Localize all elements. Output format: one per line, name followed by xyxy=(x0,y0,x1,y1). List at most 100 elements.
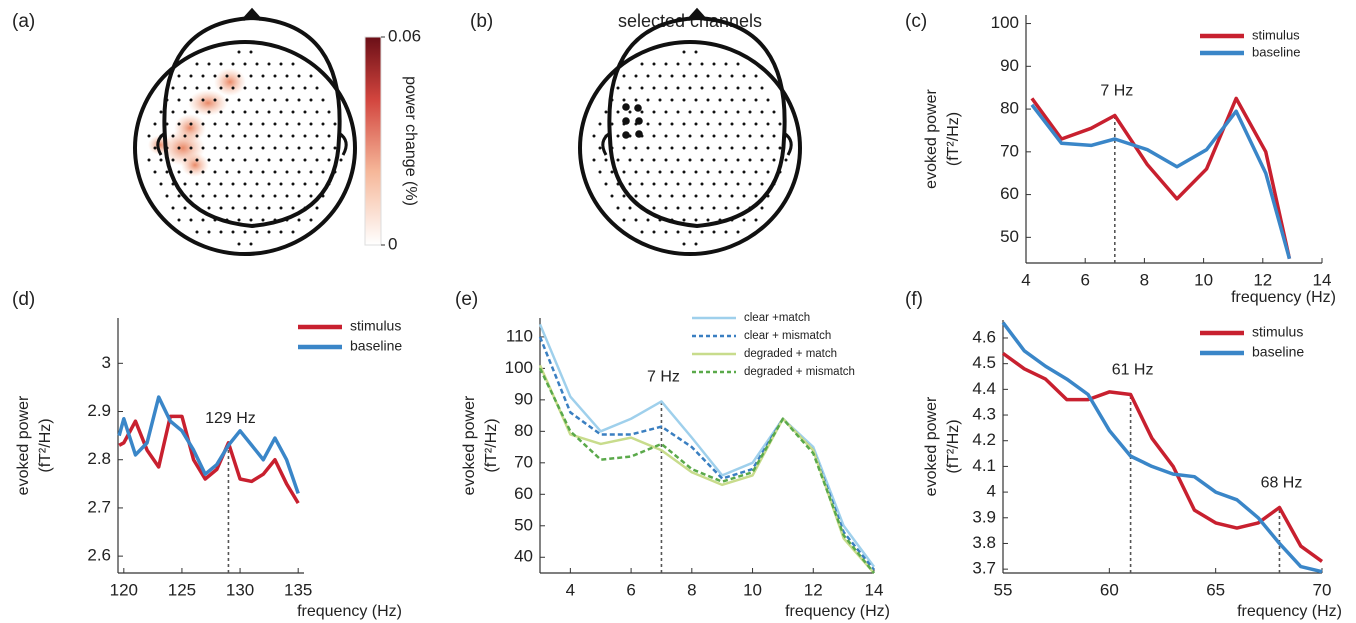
y-tick-label: 70 xyxy=(1000,141,1019,160)
sensor xyxy=(309,218,313,222)
sensor xyxy=(778,146,782,150)
sensor xyxy=(658,98,662,102)
y-tick-label: 110 xyxy=(506,326,533,345)
sensor xyxy=(622,194,626,198)
sensor xyxy=(754,170,758,174)
sensor xyxy=(279,182,283,186)
sensor xyxy=(243,182,247,186)
panel-label: (a) xyxy=(12,11,35,32)
sensor xyxy=(742,98,746,102)
y-axis-label: (fT²/Hz) xyxy=(37,418,54,472)
sensor xyxy=(273,194,277,198)
sensor xyxy=(640,158,644,162)
head-outline xyxy=(607,15,787,229)
sensor xyxy=(171,158,175,162)
x-axis-label: frequency (Hz) xyxy=(1231,289,1336,306)
y-axis-label: evoked power xyxy=(923,89,940,189)
series-line xyxy=(538,364,875,574)
sensor xyxy=(682,242,686,246)
sensor xyxy=(706,122,710,126)
sensor xyxy=(327,182,331,186)
sensor xyxy=(742,194,746,198)
sensor xyxy=(634,194,638,198)
head-outline xyxy=(162,15,342,229)
sensor xyxy=(165,194,169,198)
y-tick-label: 3 xyxy=(102,353,111,372)
sensor xyxy=(315,206,319,210)
sensor xyxy=(255,206,259,210)
sensor xyxy=(694,74,698,78)
sensor xyxy=(652,62,656,66)
sensor xyxy=(183,134,187,138)
sensor xyxy=(237,50,241,54)
sensor xyxy=(291,182,295,186)
sensor xyxy=(604,110,608,114)
sensor xyxy=(201,98,205,102)
sensor xyxy=(622,218,626,222)
sensor xyxy=(171,86,175,90)
legend-label: stimulus xyxy=(350,318,401,334)
sensor xyxy=(333,146,337,150)
y-tick-label: 80 xyxy=(514,421,533,440)
sensor xyxy=(598,122,602,126)
sensor xyxy=(183,206,187,210)
sensor xyxy=(664,206,668,210)
sensor xyxy=(754,122,758,126)
x-tick-label: 14 xyxy=(1313,270,1332,289)
series-line xyxy=(117,395,300,495)
sensor xyxy=(195,206,199,210)
sensor xyxy=(682,50,686,54)
sensor xyxy=(760,182,764,186)
y-tick-label: 4.4 xyxy=(972,379,996,398)
sensor xyxy=(652,206,656,210)
sensor xyxy=(231,230,235,234)
sensor xyxy=(622,170,626,174)
legend-label: baseline xyxy=(1252,344,1304,360)
sensor xyxy=(243,110,247,114)
sensor xyxy=(177,194,181,198)
sensor xyxy=(670,218,674,222)
sensor xyxy=(682,122,686,126)
sensor xyxy=(706,146,710,150)
sensor xyxy=(267,86,271,90)
sensor xyxy=(676,110,680,114)
sensor xyxy=(327,158,331,162)
y-tick-label: 2.6 xyxy=(87,546,111,565)
sensor xyxy=(333,170,337,174)
y-tick-label: 2.7 xyxy=(87,497,111,516)
sensor xyxy=(291,62,295,66)
sensor xyxy=(634,146,638,150)
topomap-title: selected channels xyxy=(618,11,762,31)
sensor xyxy=(718,122,722,126)
sensor xyxy=(303,158,307,162)
sensor xyxy=(261,98,265,102)
sensor xyxy=(153,122,157,126)
sensor xyxy=(237,74,241,78)
sensor xyxy=(225,194,229,198)
series-line xyxy=(1030,96,1292,260)
y-axis-label: (fT²/Hz) xyxy=(945,419,962,473)
sensor xyxy=(688,134,692,138)
sensor xyxy=(147,158,151,162)
sensor xyxy=(255,182,259,186)
sensor xyxy=(622,146,626,150)
sensor xyxy=(201,170,205,174)
sensor xyxy=(195,182,199,186)
sensor xyxy=(784,134,788,138)
series-line xyxy=(538,323,876,568)
sensor xyxy=(303,86,307,90)
sensor xyxy=(730,170,734,174)
sensor xyxy=(183,158,187,162)
x-tick-label: 6 xyxy=(626,580,635,599)
sensor xyxy=(333,122,337,126)
sensor xyxy=(712,134,716,138)
sensor xyxy=(688,230,692,234)
sensor xyxy=(670,194,674,198)
sensor xyxy=(706,170,710,174)
y-tick-label: 40 xyxy=(514,547,533,566)
y-tick-label: 80 xyxy=(1000,99,1019,118)
sensor xyxy=(309,170,313,174)
sensor xyxy=(736,158,740,162)
annotation: 68 Hz xyxy=(1261,475,1303,492)
sensor xyxy=(177,218,181,222)
